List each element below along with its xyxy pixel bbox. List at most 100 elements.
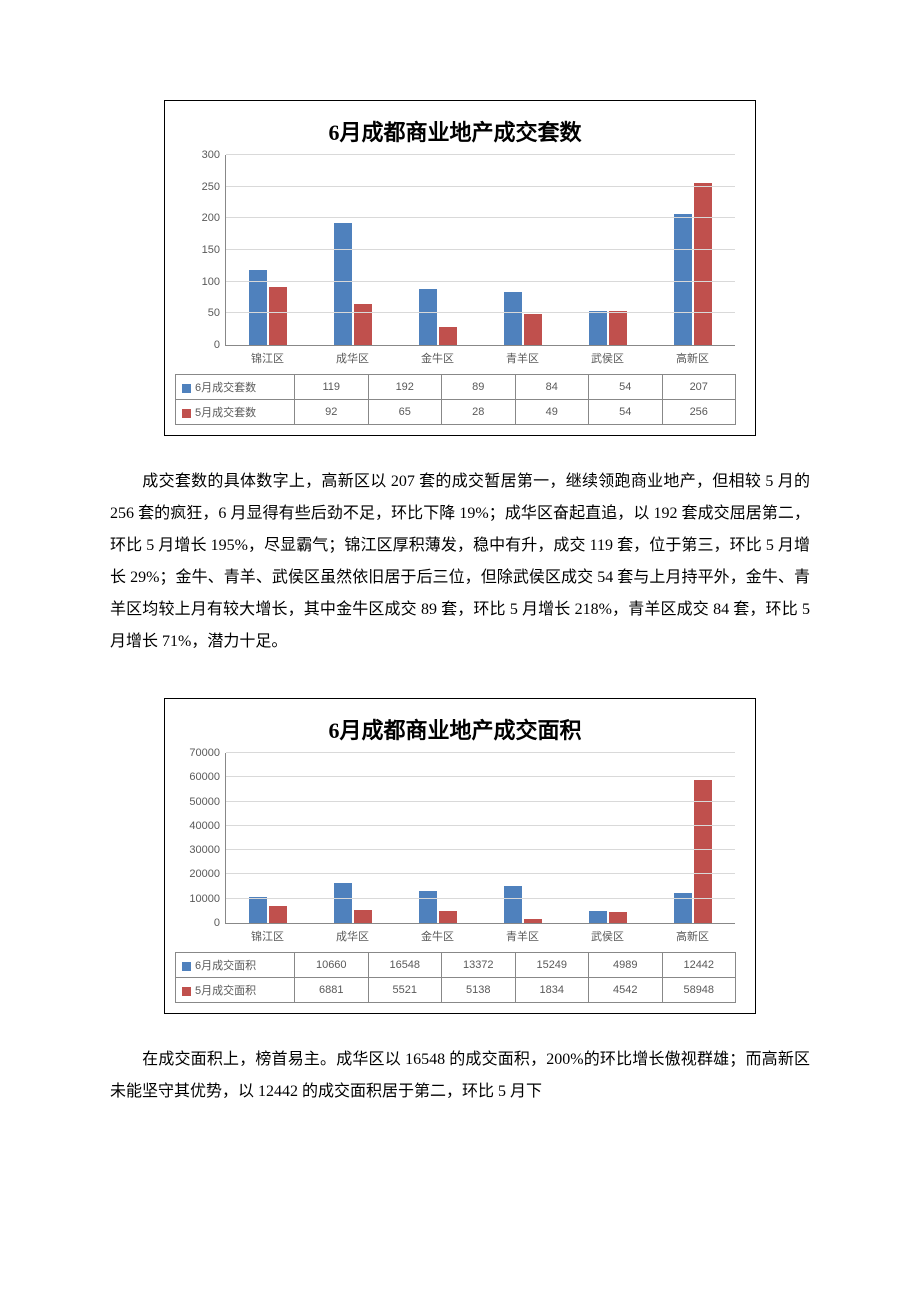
x-axis-label: 金牛区 — [395, 924, 480, 948]
bar — [694, 183, 712, 345]
category-slot — [396, 155, 481, 345]
table-row: 6月成交套数 119192898454207 — [176, 375, 736, 400]
data-cell: 192 — [368, 375, 442, 400]
y-tick-label: 10000 — [189, 893, 226, 905]
y-tick-label: 300 — [202, 149, 226, 161]
series-legend-cell: 6月成交套数 — [176, 375, 295, 400]
gridline — [226, 849, 735, 850]
legend-swatch — [182, 409, 191, 418]
y-tick-label: 20000 — [189, 868, 226, 880]
bar — [269, 287, 287, 345]
data-cell: 65 — [368, 400, 442, 425]
data-cell: 16548 — [368, 953, 442, 978]
y-tick-label: 50 — [208, 307, 226, 319]
gridline — [226, 154, 735, 155]
bar — [524, 919, 542, 923]
bar — [269, 906, 287, 923]
paragraph-1: 成交套数的具体数字上，高新区以 207 套的成交暂居第一，继续领跑商业地产，但相… — [110, 466, 810, 658]
bar — [334, 883, 352, 923]
gridline — [226, 312, 735, 313]
table-row: 6月成交面积10660165481337215249498912442 — [176, 953, 736, 978]
data-cell: 49 — [515, 400, 589, 425]
series-name: 5月成交面积 — [195, 985, 256, 997]
data-cell: 58948 — [662, 978, 736, 1003]
gridline — [226, 249, 735, 250]
x-axis-label: 高新区 — [650, 346, 735, 370]
chart1-plot-area: 050100150200250300 — [225, 155, 735, 346]
y-tick-label: 60000 — [189, 771, 226, 783]
y-tick-label: 0 — [214, 917, 226, 929]
table-row: 5月成交套数 9265284954256 — [176, 400, 736, 425]
x-axis-label: 锦江区 — [225, 346, 310, 370]
data-cell: 54 — [589, 400, 663, 425]
bar — [439, 911, 457, 923]
data-cell: 119 — [295, 375, 369, 400]
y-tick-label: 150 — [202, 244, 226, 256]
bar — [419, 891, 437, 923]
x-axis-label: 高新区 — [650, 924, 735, 948]
bar — [609, 912, 627, 923]
paragraph-2: 在成交面积上，榜首易主。成华区以 16548 的成交面积，200%的环比增长傲视… — [110, 1044, 810, 1108]
bar — [419, 289, 437, 345]
gridline — [226, 186, 735, 187]
legend-swatch — [182, 987, 191, 996]
chart1-data-table: 6月成交套数 119192898454207 5月成交套数 9265284954256 — [175, 374, 736, 425]
data-cell: 84 — [515, 375, 589, 400]
x-axis-label: 金牛区 — [395, 346, 480, 370]
y-tick-label: 70000 — [189, 747, 226, 759]
paragraph-1-text: 成交套数的具体数字上，高新区以 207 套的成交暂居第一，继续领跑商业地产，但相… — [110, 473, 810, 650]
x-axis-label: 成华区 — [310, 346, 395, 370]
data-cell: 5521 — [368, 978, 442, 1003]
bar — [334, 223, 352, 345]
table-row: 5月成交面积 6881552151381834454258948 — [176, 978, 736, 1003]
chart1-x-labels: 锦江区成华区金牛区青羊区武侯区高新区 — [225, 346, 735, 370]
x-axis-label: 武侯区 — [565, 924, 650, 948]
chart2-data-table: 6月成交面积106601654813372152494989124425月成交面… — [175, 952, 736, 1003]
bar — [439, 327, 457, 345]
bar — [524, 314, 542, 345]
data-cell: 256 — [662, 400, 736, 425]
category-slot — [650, 155, 735, 345]
gridline — [226, 776, 735, 777]
gridline — [226, 752, 735, 753]
data-cell: 10660 — [295, 953, 369, 978]
series-legend-cell: 5月成交面积 — [176, 978, 295, 1003]
data-cell: 5138 — [442, 978, 516, 1003]
data-cell: 12442 — [662, 953, 736, 978]
bar — [609, 311, 627, 345]
series-name: 5月成交套数 — [195, 407, 256, 419]
gridline — [226, 217, 735, 218]
data-cell: 89 — [442, 375, 516, 400]
data-cell: 54 — [589, 375, 663, 400]
x-axis-label: 武侯区 — [565, 346, 650, 370]
data-cell: 13372 — [442, 953, 516, 978]
data-cell: 207 — [662, 375, 736, 400]
gridline — [226, 801, 735, 802]
y-tick-label: 40000 — [189, 820, 226, 832]
legend-swatch — [182, 962, 191, 971]
x-axis-label: 锦江区 — [225, 924, 310, 948]
y-tick-label: 200 — [202, 212, 226, 224]
y-tick-label: 250 — [202, 181, 226, 193]
chart2-title: 6月成都商业地产成交面积 — [175, 713, 735, 745]
data-cell: 1834 — [515, 978, 589, 1003]
gridline — [226, 898, 735, 899]
bar — [589, 311, 607, 345]
gridline — [226, 281, 735, 282]
bar — [504, 292, 522, 345]
series-name: 6月成交套数 — [195, 382, 256, 394]
data-cell: 6881 — [295, 978, 369, 1003]
y-tick-label: 30000 — [189, 844, 226, 856]
series-name: 6月成交面积 — [195, 960, 256, 972]
x-axis-label: 成华区 — [310, 924, 395, 948]
data-cell: 92 — [295, 400, 369, 425]
data-cell: 15249 — [515, 953, 589, 978]
gridline — [226, 873, 735, 874]
bar — [504, 886, 522, 923]
category-slot — [565, 155, 650, 345]
data-cell: 4542 — [589, 978, 663, 1003]
series-legend-cell: 6月成交面积 — [176, 953, 295, 978]
bar — [589, 911, 607, 923]
data-cell: 28 — [442, 400, 516, 425]
bar — [354, 304, 372, 345]
